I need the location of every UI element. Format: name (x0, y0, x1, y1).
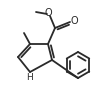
Text: O: O (44, 8, 52, 18)
Text: H: H (26, 74, 32, 83)
Text: O: O (70, 16, 78, 26)
